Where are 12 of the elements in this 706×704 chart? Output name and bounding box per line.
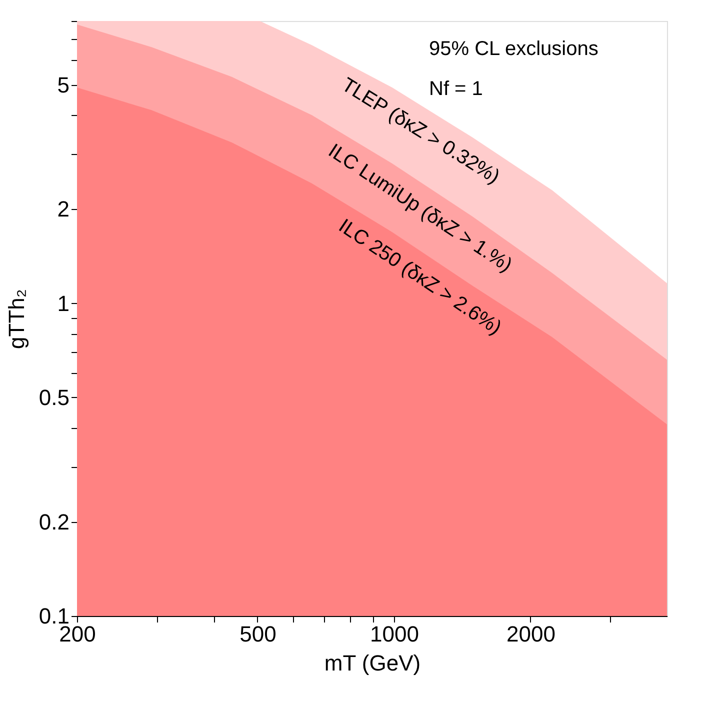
y-tick-label: 0.5 xyxy=(38,384,70,410)
y-tick-label: 1 xyxy=(57,290,70,316)
x-tick-label: 500 xyxy=(240,622,276,646)
x-axis-title: mT (GeV) xyxy=(324,650,421,676)
x-tick-label: 1000 xyxy=(370,622,419,646)
y-axis-title: gTTh₂ xyxy=(4,289,29,349)
y-tick-label: 0.2 xyxy=(38,509,70,534)
annotation: Nf = 1 xyxy=(429,78,483,100)
annotation: 95% CL exclusions xyxy=(429,38,598,60)
y-tick-label: 2 xyxy=(57,196,70,222)
x-tick-label: 2000 xyxy=(506,622,556,646)
y-tick-label: 5 xyxy=(57,72,70,98)
